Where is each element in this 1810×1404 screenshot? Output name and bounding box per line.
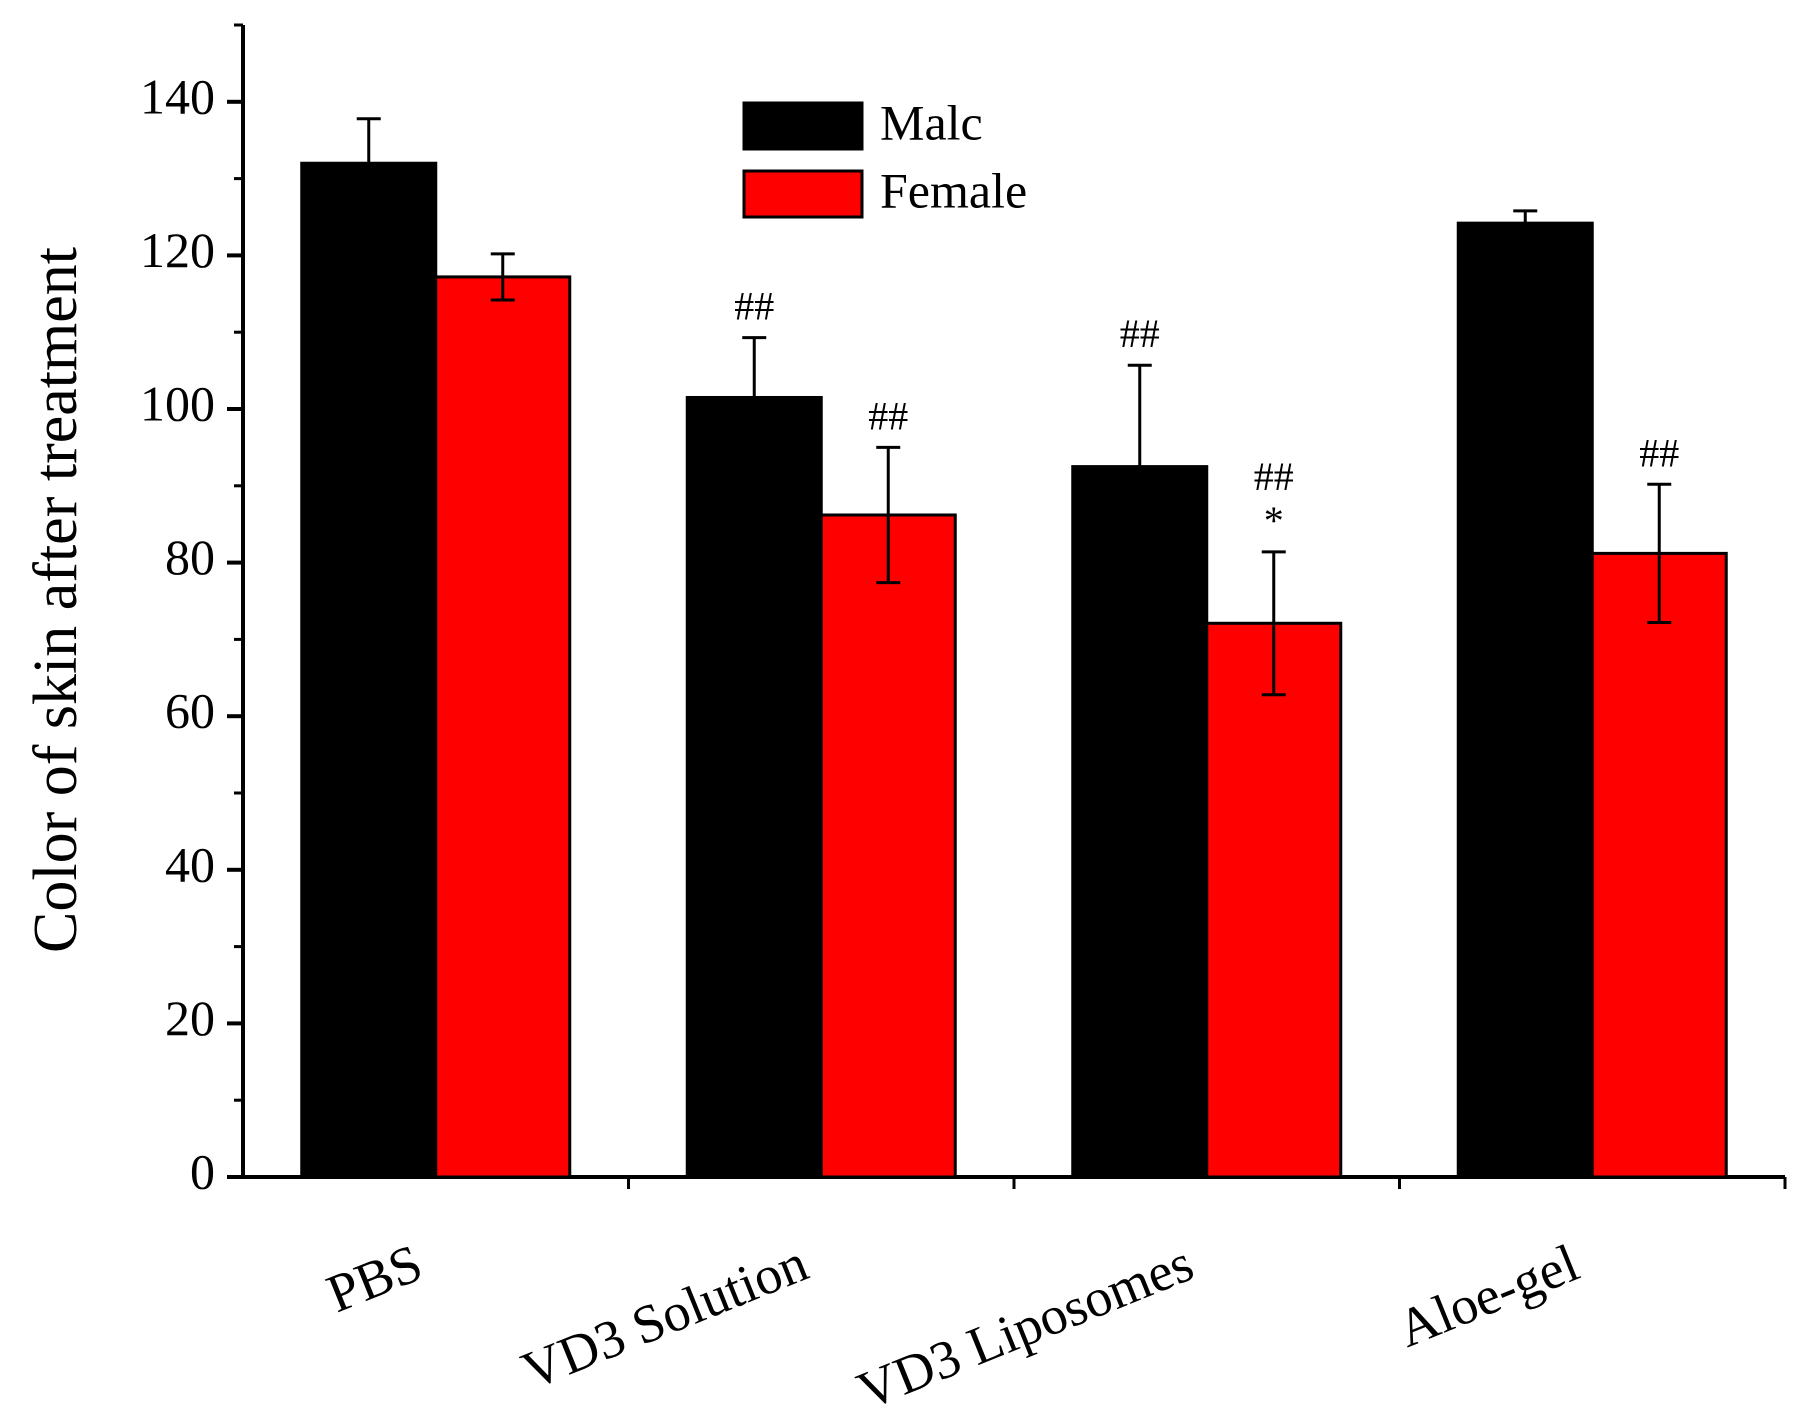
error-bars — [356, 117, 1672, 697]
legend-swatch-female — [742, 169, 864, 219]
y-tick-label: 20 — [165, 990, 215, 1046]
y-tick-label: 0 — [190, 1143, 215, 1199]
bar-female-4 — [1590, 551, 1728, 1179]
significance-annotations: ########*## — [734, 284, 1679, 543]
bar-male-2 — [685, 395, 823, 1179]
legend-label-female: Female — [880, 162, 1027, 218]
bar-male-4 — [1456, 221, 1594, 1179]
y-axis-label: Color of skin after treatment — [22, 247, 90, 953]
y-tick-label: 120 — [140, 222, 215, 278]
bar-male-3 — [1071, 465, 1209, 1179]
y-tick-label: 140 — [140, 68, 215, 124]
y-tick-label: 60 — [165, 683, 215, 739]
x-category-label: PBS — [319, 1232, 431, 1324]
bars — [300, 161, 1728, 1179]
significance-label: ## — [1120, 311, 1160, 356]
significance-label: * — [1264, 498, 1284, 543]
significance-label: ## — [868, 393, 908, 438]
x-category-label: VD3 Solution — [514, 1232, 816, 1401]
bar-male-1 — [300, 161, 438, 1179]
y-tick-label: 40 — [165, 836, 215, 892]
legend-swatch-male — [742, 101, 864, 151]
bar-female-1 — [434, 275, 572, 1179]
y-tick-label: 80 — [165, 529, 215, 585]
x-category-label: VD3 Liposomes — [849, 1232, 1201, 1404]
legend: Malc Female — [742, 94, 1027, 219]
significance-label: ## — [734, 284, 774, 329]
significance-label: ## — [1639, 430, 1679, 475]
bar-female-3 — [1205, 621, 1343, 1179]
x-category-label: Aloe-gel — [1389, 1232, 1587, 1358]
significance-label: ## — [1254, 454, 1294, 499]
legend-label-male: Malc — [880, 94, 983, 150]
bar-female-2 — [819, 513, 957, 1179]
y-tick-label: 100 — [140, 375, 215, 431]
